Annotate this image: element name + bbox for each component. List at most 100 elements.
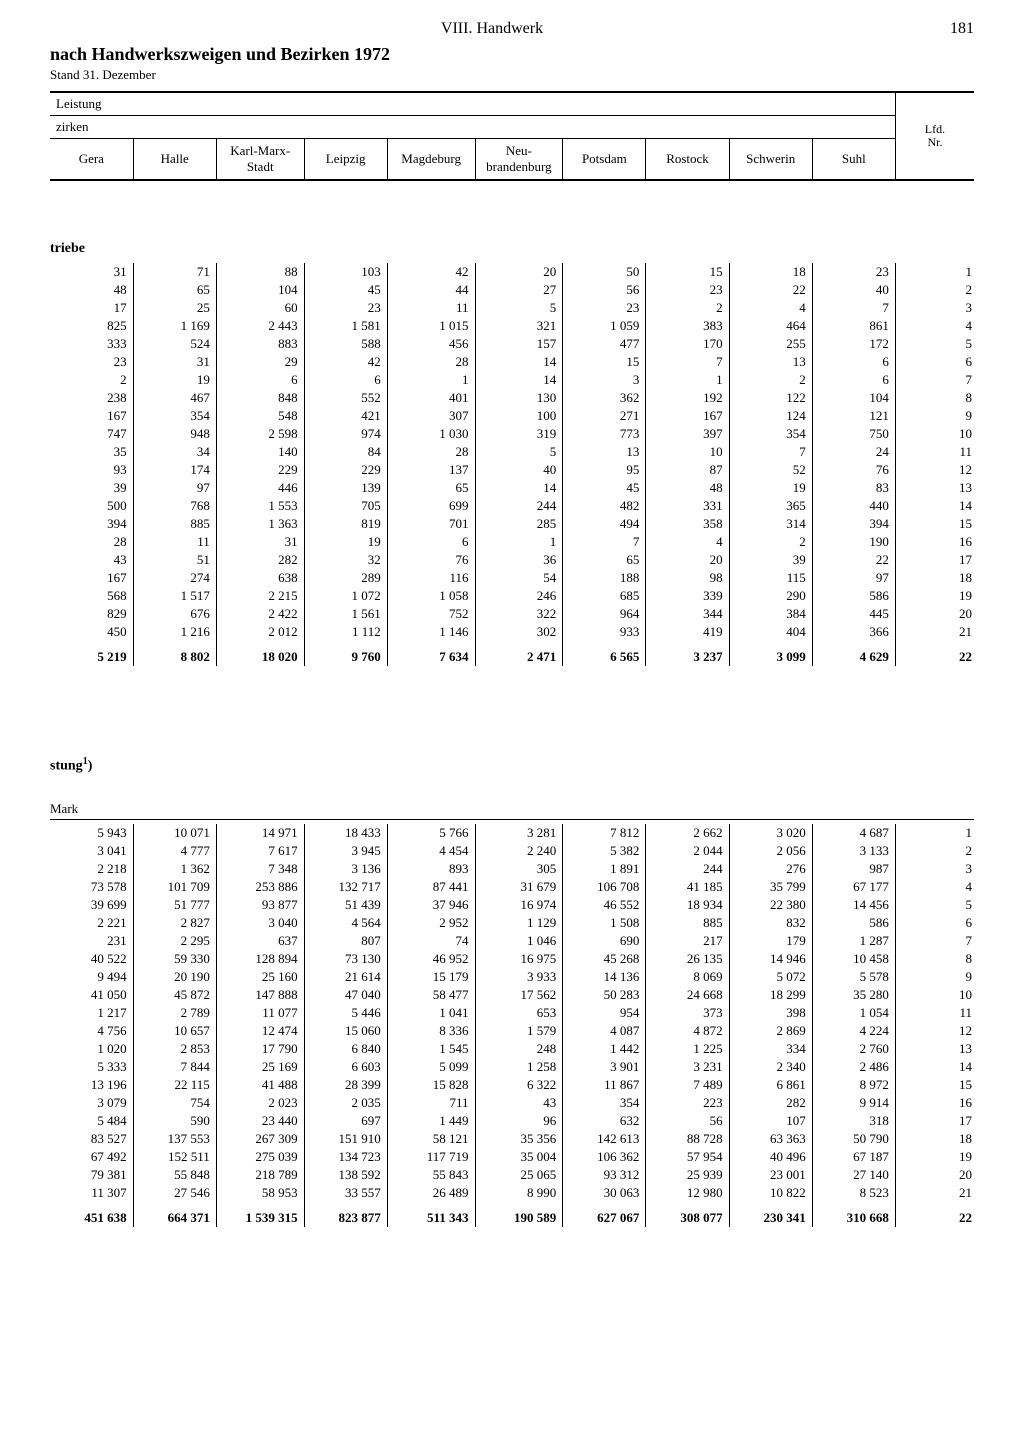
section2-sub: Mark <box>50 801 974 820</box>
table-row: 281131196174219016 <box>50 533 974 551</box>
cell: 18 <box>895 569 974 587</box>
cell: 7 <box>646 353 729 371</box>
cell: 22 <box>812 551 895 569</box>
cell: 500 <box>50 497 133 515</box>
cell: 697 <box>304 1112 387 1130</box>
cell: 167 <box>50 569 133 587</box>
cell: 56 <box>563 281 646 299</box>
cell: 2 <box>50 371 133 389</box>
cell: 1 553 <box>216 497 304 515</box>
table-row: 1 0202 85317 7906 8401 5452481 4421 2253… <box>50 1040 974 1058</box>
cell: 65 <box>387 479 475 497</box>
cell: 231 <box>50 932 133 950</box>
cell: 17 <box>50 299 133 317</box>
col-halle: Halle <box>133 139 216 181</box>
cell: 773 <box>563 425 646 443</box>
cell: 8 802 <box>133 641 216 666</box>
cell: 27 140 <box>812 1166 895 1184</box>
cell: 22 115 <box>133 1076 216 1094</box>
table-row: 3948851 36381970128549435831439415 <box>50 515 974 533</box>
cell: 2 827 <box>133 914 216 932</box>
table-row: 4501 2162 0121 1121 14630293341940436621 <box>50 623 974 641</box>
cell: 3 099 <box>729 641 812 666</box>
table-row: 1673545484213071002711671241219 <box>50 407 974 425</box>
cell: 4 <box>895 317 974 335</box>
cell: 1 <box>646 371 729 389</box>
cell: 404 <box>729 623 812 641</box>
cell: 188 <box>563 569 646 587</box>
cell: 151 910 <box>304 1130 387 1148</box>
cell: 95 <box>563 461 646 479</box>
cell: 122 <box>729 389 812 407</box>
cell: 933 <box>563 623 646 641</box>
table-row: 4 75610 65712 47415 0608 3361 5794 0874 … <box>50 1022 974 1040</box>
cell: 354 <box>563 1094 646 1112</box>
cell: 138 592 <box>304 1166 387 1184</box>
table-row: 353414084285131072411 <box>50 443 974 461</box>
cell: 255 <box>729 335 812 353</box>
cell: 14 <box>475 353 563 371</box>
cell: 397 <box>646 425 729 443</box>
table-row: 1 2172 78911 0775 4461 0416539543733981 … <box>50 1004 974 1022</box>
cell: 35 799 <box>729 878 812 896</box>
cell: 170 <box>646 335 729 353</box>
cell: 548 <box>216 407 304 425</box>
cell: 121 <box>812 407 895 425</box>
cell: 10 071 <box>133 824 216 842</box>
cell: 2 869 <box>729 1022 812 1040</box>
cell: 97 <box>133 479 216 497</box>
table-row: 2384678485524011303621921221048 <box>50 389 974 407</box>
cell: 445 <box>812 605 895 623</box>
cell: 4 454 <box>387 842 475 860</box>
cell: 84 <box>304 443 387 461</box>
cell: 139 <box>304 479 387 497</box>
cell: 2 340 <box>729 1058 812 1076</box>
cell: 6 565 <box>563 641 646 666</box>
cell: 39 <box>50 479 133 497</box>
cell: 43 <box>475 1094 563 1112</box>
cell: 1 <box>895 263 974 281</box>
cell: 5 578 <box>812 968 895 986</box>
cell: 76 <box>812 461 895 479</box>
cell: 2 044 <box>646 842 729 860</box>
cell: 11 <box>387 299 475 317</box>
cell: 41 488 <box>216 1076 304 1094</box>
cell: 1 072 <box>304 587 387 605</box>
cell: 40 <box>812 281 895 299</box>
cell: 13 <box>895 1040 974 1058</box>
cell: 4 <box>646 533 729 551</box>
cell: 511 343 <box>387 1202 475 1227</box>
cell: 51 777 <box>133 896 216 914</box>
cell: 705 <box>304 497 387 515</box>
cell: 31 <box>50 263 133 281</box>
table-row: 11 30727 54658 95333 55726 4898 99030 06… <box>50 1184 974 1202</box>
table-row: 7479482 5989741 03031977339735475010 <box>50 425 974 443</box>
chapter-title: VIII. Handwerk <box>50 20 934 38</box>
cell: 36 <box>475 551 563 569</box>
cell: 22 <box>895 1202 974 1227</box>
cell: 55 848 <box>133 1166 216 1184</box>
cell: 282 <box>729 1094 812 1112</box>
cell: 35 <box>50 443 133 461</box>
cell: 7 812 <box>563 824 646 842</box>
cell: 3 041 <box>50 842 133 860</box>
cell: 19 <box>133 371 216 389</box>
table-row: 5007681 55370569924448233136544014 <box>50 497 974 515</box>
cell: 167 <box>646 407 729 425</box>
cell: 88 <box>216 263 304 281</box>
cell: 14 <box>895 497 974 515</box>
col-potsdam: Potsdam <box>563 139 646 181</box>
cell: 2 853 <box>133 1040 216 1058</box>
cell: 825 <box>50 317 133 335</box>
cell: 974 <box>304 425 387 443</box>
col-neubrand: Neu-brandenburg <box>475 139 563 181</box>
cell: 2 598 <box>216 425 304 443</box>
cell: 104 <box>812 389 895 407</box>
cell: 14 <box>475 371 563 389</box>
cell: 1 362 <box>133 860 216 878</box>
cell: 7 634 <box>387 641 475 666</box>
cell: 1 891 <box>563 860 646 878</box>
cell: 14 456 <box>812 896 895 914</box>
cell: 218 789 <box>216 1166 304 1184</box>
cell: 2 035 <box>304 1094 387 1112</box>
